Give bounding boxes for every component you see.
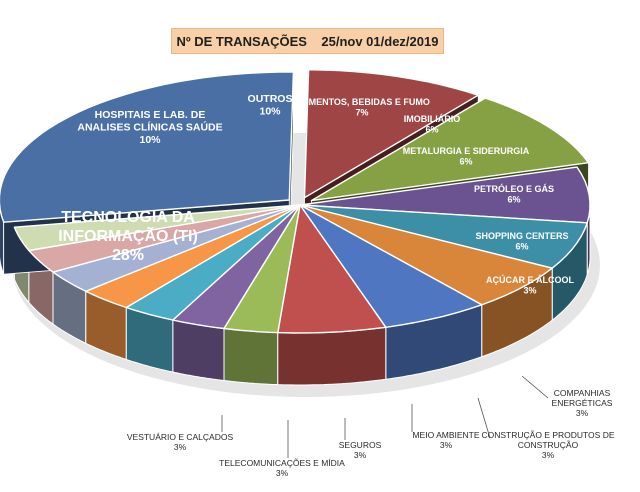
label-line: VESTUÁRIO E CALÇADOS (127, 432, 234, 442)
label-line: PETRÓLEO E GÁS (474, 183, 554, 194)
slice-label-2: HOSPITAIS E LAB. DE ANALISES CLÍNICAS SAÚ… (77, 109, 222, 146)
label-line: SHOPPING CENTERS (475, 231, 568, 241)
slice-label-7: PETRÓLEO E GÁS 6% (474, 183, 554, 205)
slice-label-15: VESTUÁRIO E CALÇADOS 3% (127, 432, 234, 452)
slice-label-1: TECNOLOGIA DA INFORMAÇÃO (TI) 28% (58, 209, 198, 264)
label-line: 6% (515, 242, 528, 252)
leader-line (477, 397, 491, 439)
pie-slice-11 (125, 204, 301, 321)
label-line: 3% (440, 440, 453, 450)
label-line: TECNOLOGIA DA (61, 209, 195, 226)
slice-label-8: SHOPPING CENTERS 6% (475, 231, 568, 252)
label-line: 10% (139, 134, 161, 146)
pie-slice-2 (303, 69, 479, 199)
label-line: ALIMENTOS, BEBIDAS E FUMO (294, 97, 430, 107)
pie-slice-side (172, 319, 225, 381)
label-line: 3% (276, 468, 289, 478)
label-line: 6% (459, 157, 472, 167)
pie-slice-6 (299, 204, 553, 306)
pie-slice-side (223, 328, 279, 386)
pie-slice-13 (52, 204, 301, 292)
slice-label-12: MEIO AMBIENTE 3% (412, 430, 479, 450)
label-line: 3% (542, 450, 555, 460)
slice-label-5: IMOBILIÁRIO 6% (404, 114, 461, 135)
slice-label-3: OUTROS 10% (248, 93, 293, 117)
label-line: CONSTRUÇÃO E PRODUTOS DE (481, 430, 614, 440)
label-line: 3% (523, 286, 536, 296)
label-line: IMOBILIÁRIO (404, 114, 461, 124)
pie-slice-7 (299, 204, 483, 328)
label-line: HOSPITAIS E LAB. DE (95, 109, 206, 121)
pie-slice-10 (172, 204, 301, 330)
label-line: 6% (507, 195, 520, 205)
slice-label-4: ALIMENTOS, BEBIDAS E FUMO 7% (294, 97, 430, 118)
label-line: COMPANHIAS (554, 388, 611, 398)
pie-slice-15 (13, 204, 301, 252)
label-line: TELECOMUNICAÇÕES E MÍDIA (219, 458, 345, 468)
slice-label-14: TELECOMUNICAÇÕES E MÍDIA 3% (219, 458, 345, 478)
pie-slice-12 (85, 204, 301, 309)
label-line: 3% (576, 408, 589, 418)
label-line: 10% (259, 105, 281, 117)
pie-slice-side (277, 326, 387, 386)
pie-labels: TECNOLOGIA DA INFORMAÇÃO (TI) 28% HOSPITAIS… (58, 93, 615, 478)
label-line: MEIO AMBIENTE (412, 430, 479, 440)
slice-label-11: CONSTRUÇÃO E PRODUTOS DE CONSTRUÇÃO 3% (481, 430, 614, 460)
pie-slice-14 (28, 204, 301, 273)
slice-label-9: AÇÚCAR E ÁLCOOL 3% (486, 274, 574, 296)
pie-slice-3 (310, 97, 590, 202)
label-line: ANALISES CLÍNICAS SAÚDE (77, 120, 222, 133)
label-line: AÇÚCAR E ÁLCOOL (486, 274, 574, 285)
label-line: 7% (355, 108, 368, 118)
slice-label-10: COMPANHIAS ENERGÉTICAS 3% (552, 388, 613, 418)
label-line: 6% (425, 125, 438, 135)
label-line: ENERGÉTICAS (552, 398, 613, 408)
label-line: 28% (112, 247, 144, 264)
pie-tops (0, 69, 591, 334)
slice-label-6: METALURGIA E SIDERURGIA 6% (403, 146, 530, 167)
chart-title: Nº DE TRANSAÇÕES 25/nov 01/dez/2019 (171, 28, 444, 54)
pie-slice-1 (0, 71, 295, 223)
label-line: 3% (174, 442, 187, 452)
label-line: OUTROS (248, 93, 293, 105)
label-line: INFORMAÇÃO (TI) (58, 225, 198, 245)
label-line: 3% (354, 450, 367, 460)
pie-slice-5 (299, 204, 588, 269)
leader-line (521, 375, 549, 399)
label-line: METALURGIA E SIDERURGIA (403, 146, 530, 156)
label-line: CONSTRUÇÃO (518, 440, 579, 450)
label-line: SEGUROS (339, 440, 382, 450)
slice-label-13: SEGUROS 3% (339, 440, 382, 460)
pie-slice-8 (277, 204, 387, 334)
